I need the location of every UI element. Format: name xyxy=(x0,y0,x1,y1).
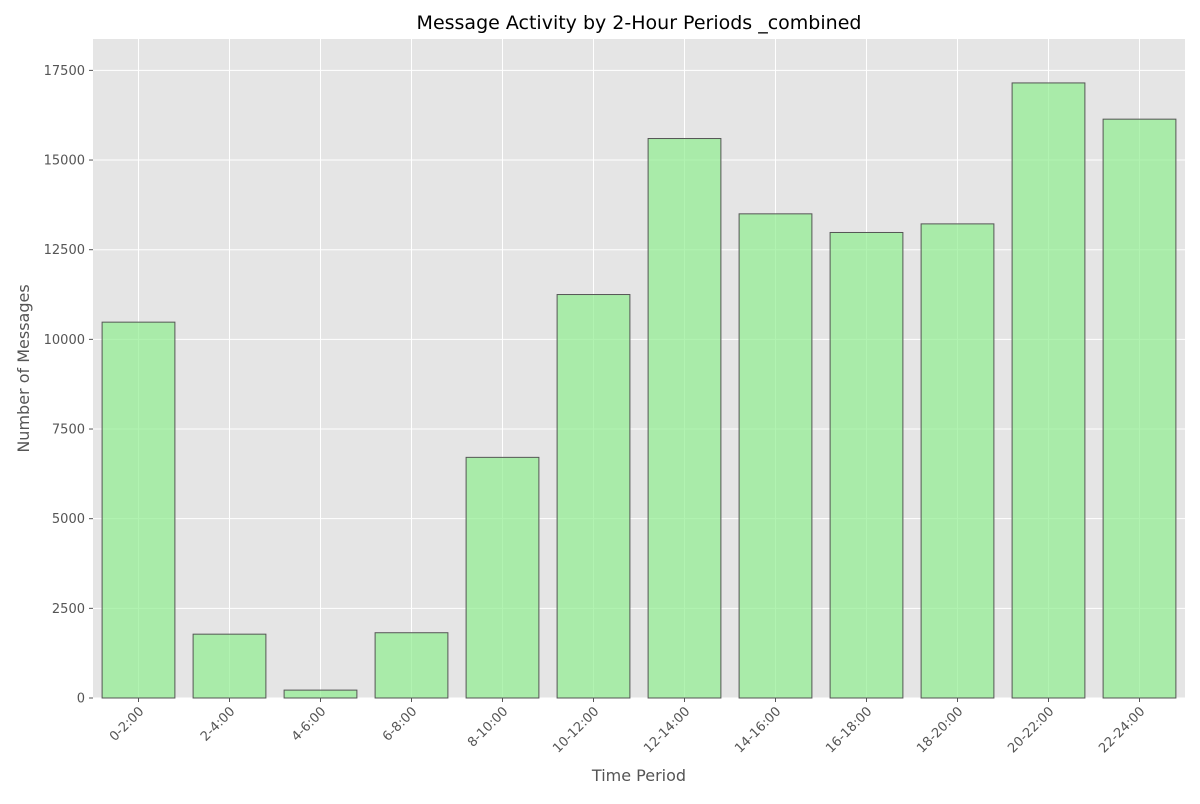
x-tick-label: 18-20:00 xyxy=(914,704,966,756)
bar-2-4:00 xyxy=(192,633,267,699)
x-tick-label: 14-16:00 xyxy=(732,704,784,756)
x-tick-label: 6-8:00 xyxy=(380,704,420,744)
y-axis-ticks: 0 2500 5000 7500 10000 12500 15000 17500 xyxy=(44,64,93,707)
bar-0-2:00 xyxy=(101,321,176,699)
y-tick-label: 10000 xyxy=(44,333,85,348)
bar-6-8:00 xyxy=(374,632,449,699)
y-tick-label: 12500 xyxy=(44,243,85,258)
x-axis-label: Time Period xyxy=(591,766,686,785)
y-tick-label: 2500 xyxy=(52,602,85,617)
x-tick-label: 10-12:00 xyxy=(550,704,602,756)
y-axis-label: Number of Messages xyxy=(14,284,33,452)
x-tick-label: 8-10:00 xyxy=(465,704,511,750)
bar-20-22:00 xyxy=(1011,82,1086,699)
bar-16-18:00 xyxy=(829,231,904,699)
bar-18-20:00 xyxy=(920,223,995,699)
bar-10-12:00 xyxy=(556,294,631,699)
plot-area xyxy=(93,39,1185,698)
bar-12-14:00 xyxy=(647,138,722,699)
bars xyxy=(101,82,1177,699)
x-tick-label: 20-22:00 xyxy=(1005,704,1057,756)
bar-8-10:00 xyxy=(465,456,540,699)
x-tick-label: 0-2:00 xyxy=(107,704,147,744)
y-tick-label: 15000 xyxy=(44,154,85,169)
chart-title: Message Activity by 2-Hour Periods _comb… xyxy=(417,12,862,34)
bar-14-16:00 xyxy=(738,213,813,699)
x-axis-ticks: 0-2:00 2-4:00 4-6:00 6-8:00 8-10:00 10-12:00 1… xyxy=(107,698,1148,756)
bar-4-6:00 xyxy=(283,689,358,699)
y-tick-label: 0 xyxy=(77,692,85,707)
bar-22-24:00 xyxy=(1102,118,1177,699)
x-tick-label: 22-24:00 xyxy=(1096,704,1148,756)
x-tick-label: 12-14:00 xyxy=(641,704,693,756)
y-tick-label: 5000 xyxy=(52,512,85,527)
x-tick-label: 4-6:00 xyxy=(289,704,329,744)
x-tick-label: 16-18:00 xyxy=(823,704,875,756)
x-tick-label: 2-4:00 xyxy=(198,704,238,744)
y-tick-label: 17500 xyxy=(44,64,85,79)
y-tick-label: 7500 xyxy=(52,423,85,438)
